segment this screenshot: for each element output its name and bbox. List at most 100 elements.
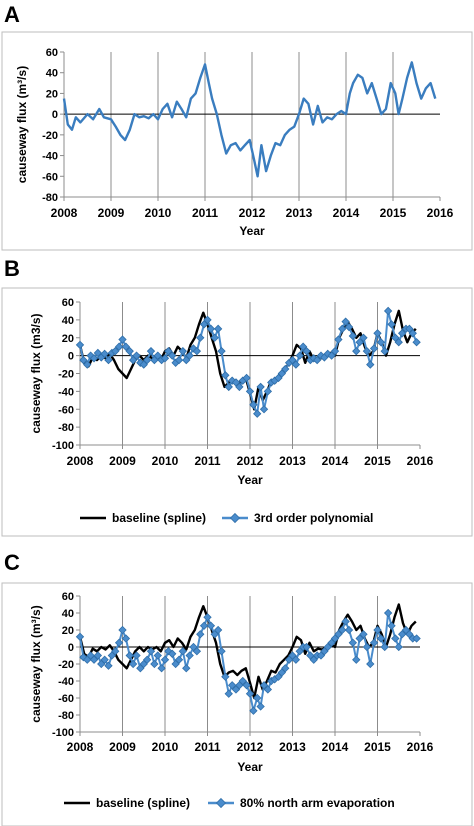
x-tick-label: 2009 [109,454,136,468]
data-point [213,324,223,333]
data-point [412,338,421,347]
data-point [118,335,127,344]
x-tick-label: 2012 [237,740,264,754]
y-tick-label: -40 [58,386,74,398]
data-point [253,409,262,418]
y-tick-label: 20 [62,333,74,345]
y-tick-label: 60 [62,591,74,603]
panel-frame [1,287,473,537]
x-axis-title: Year [237,473,263,487]
data-point [380,346,389,356]
data-point [355,338,364,347]
y-tick-label: -40 [58,676,74,688]
data-point [359,630,368,639]
data-point [334,335,343,344]
data-point [221,672,230,681]
x-tick-label: 2016 [407,454,434,468]
x-tick-label: 2015 [364,740,391,754]
y-tick-label: 60 [46,47,58,59]
panel-label: A [4,2,20,27]
y-tick-label: -40 [42,151,58,163]
data-point [259,681,269,690]
data-point [338,625,347,635]
data-point [302,642,311,652]
data-point [323,349,332,359]
data-point [408,329,417,338]
data-point [196,333,205,342]
data-point [405,324,414,333]
y-tick-label: -100 [52,440,74,452]
y-tick-label: -100 [52,727,74,739]
x-tick-label: 2009 [109,740,136,754]
data-point [224,689,233,698]
data-point [245,387,255,396]
data-point [334,630,343,639]
data-point [277,369,287,378]
data-point [341,317,350,326]
panel-label: C [4,550,20,575]
data-point [359,333,368,342]
x-tick-label: 2009 [98,206,125,220]
data-point [196,630,205,639]
data-point [227,376,237,385]
data-point [238,676,247,686]
data-point [274,373,283,383]
x-tick-label: 2008 [67,454,94,468]
data-point [121,634,131,643]
data-point [132,351,141,360]
data-point [153,351,162,360]
data-point [242,373,251,383]
data-point [376,338,386,347]
data-point [132,651,141,660]
data-point [217,647,226,656]
data-point [298,342,308,351]
x-tick-label: 2016 [407,740,434,754]
legend-marker [229,512,241,524]
y-tick-label: 60 [62,297,74,309]
data-point [192,346,202,356]
data-point [178,346,188,356]
x-tick-label: 2008 [67,740,94,754]
data-point [369,638,379,647]
data-point [83,360,92,369]
data-point [281,664,290,673]
data-point [142,355,152,365]
data-point [178,647,188,656]
data-point [153,651,162,660]
legend-label: baseline (spline) [96,796,190,810]
data-point [362,346,372,356]
data-point [203,613,212,622]
x-tick-label: 2010 [152,454,179,468]
data-point [125,651,134,660]
data-point [380,642,389,652]
data-point [104,661,113,670]
data-point [281,364,290,374]
data-point [111,647,120,656]
x-tick-label: 2016 [427,206,454,220]
data-point [185,351,194,360]
legend-label: 80% north arm evaporation [240,796,395,810]
data-point [221,371,230,380]
series-line-0 [62,61,437,178]
x-tick-label: 2010 [152,740,179,754]
y-tick-label: 0 [68,351,74,363]
data-point [121,342,131,351]
data-point [206,621,216,630]
data-point [182,664,191,673]
data-point [348,331,358,341]
data-point [111,346,120,356]
data-point [192,647,202,656]
data-point [291,655,301,664]
data-point [231,378,241,387]
data-point [323,642,332,652]
data-point [288,355,297,365]
y-tick-label: -80 [42,192,58,204]
data-point [213,625,223,635]
y-tick-label: 40 [62,608,74,620]
data-point [366,659,375,669]
data-point [383,306,393,316]
data-point [253,693,262,703]
panel-frame [1,31,473,251]
panel-label: B [4,256,20,281]
